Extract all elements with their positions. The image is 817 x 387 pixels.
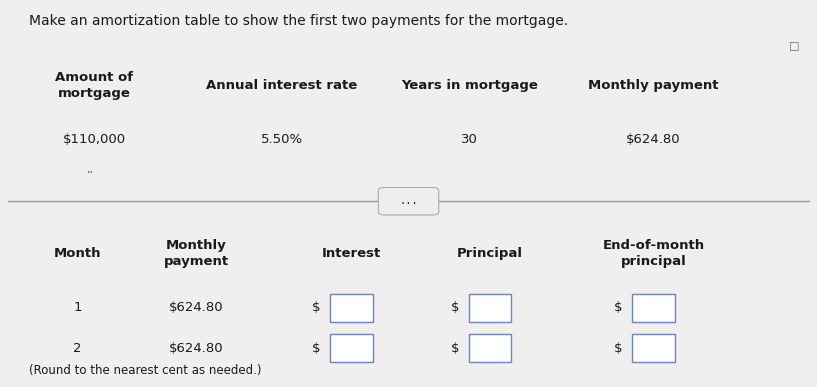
Text: ...: ... — [400, 196, 417, 206]
Text: 1: 1 — [74, 301, 82, 314]
Text: 30: 30 — [462, 133, 478, 146]
Bar — [469, 334, 511, 362]
Text: 2: 2 — [74, 342, 82, 355]
Text: Monthly payment: Monthly payment — [588, 79, 719, 92]
Text: $110,000: $110,000 — [62, 133, 126, 146]
Text: Monthly
payment: Monthly payment — [163, 239, 229, 268]
Text: Make an amortization table to show the first two payments for the mortgage.: Make an amortization table to show the f… — [29, 14, 568, 27]
Text: $: $ — [451, 342, 459, 355]
Text: $: $ — [614, 301, 623, 314]
Text: Month: Month — [54, 247, 101, 260]
Text: $624.80: $624.80 — [169, 301, 223, 314]
Text: $: $ — [312, 301, 320, 314]
Text: $: $ — [451, 301, 459, 314]
Text: 5.50%: 5.50% — [261, 133, 303, 146]
Bar — [330, 334, 373, 362]
Text: Years in mortgage: Years in mortgage — [401, 79, 538, 92]
Text: (Round to the nearest cent as needed.): (Round to the nearest cent as needed.) — [29, 364, 261, 377]
Text: ’’: ’’ — [87, 171, 93, 181]
Text: Annual interest rate: Annual interest rate — [206, 79, 358, 92]
Text: $: $ — [312, 342, 320, 355]
Text: $624.80: $624.80 — [169, 342, 223, 355]
Text: Interest: Interest — [322, 247, 381, 260]
Bar — [330, 294, 373, 322]
Text: Principal: Principal — [458, 247, 523, 260]
Bar — [632, 334, 675, 362]
Text: $624.80: $624.80 — [627, 133, 681, 146]
FancyBboxPatch shape — [378, 188, 439, 215]
Text: $: $ — [614, 342, 623, 355]
Bar — [632, 294, 675, 322]
Bar — [469, 294, 511, 322]
Text: Amount of
mortgage: Amount of mortgage — [55, 71, 133, 99]
Text: □: □ — [788, 41, 799, 51]
Text: End-of-month
principal: End-of-month principal — [602, 239, 704, 268]
